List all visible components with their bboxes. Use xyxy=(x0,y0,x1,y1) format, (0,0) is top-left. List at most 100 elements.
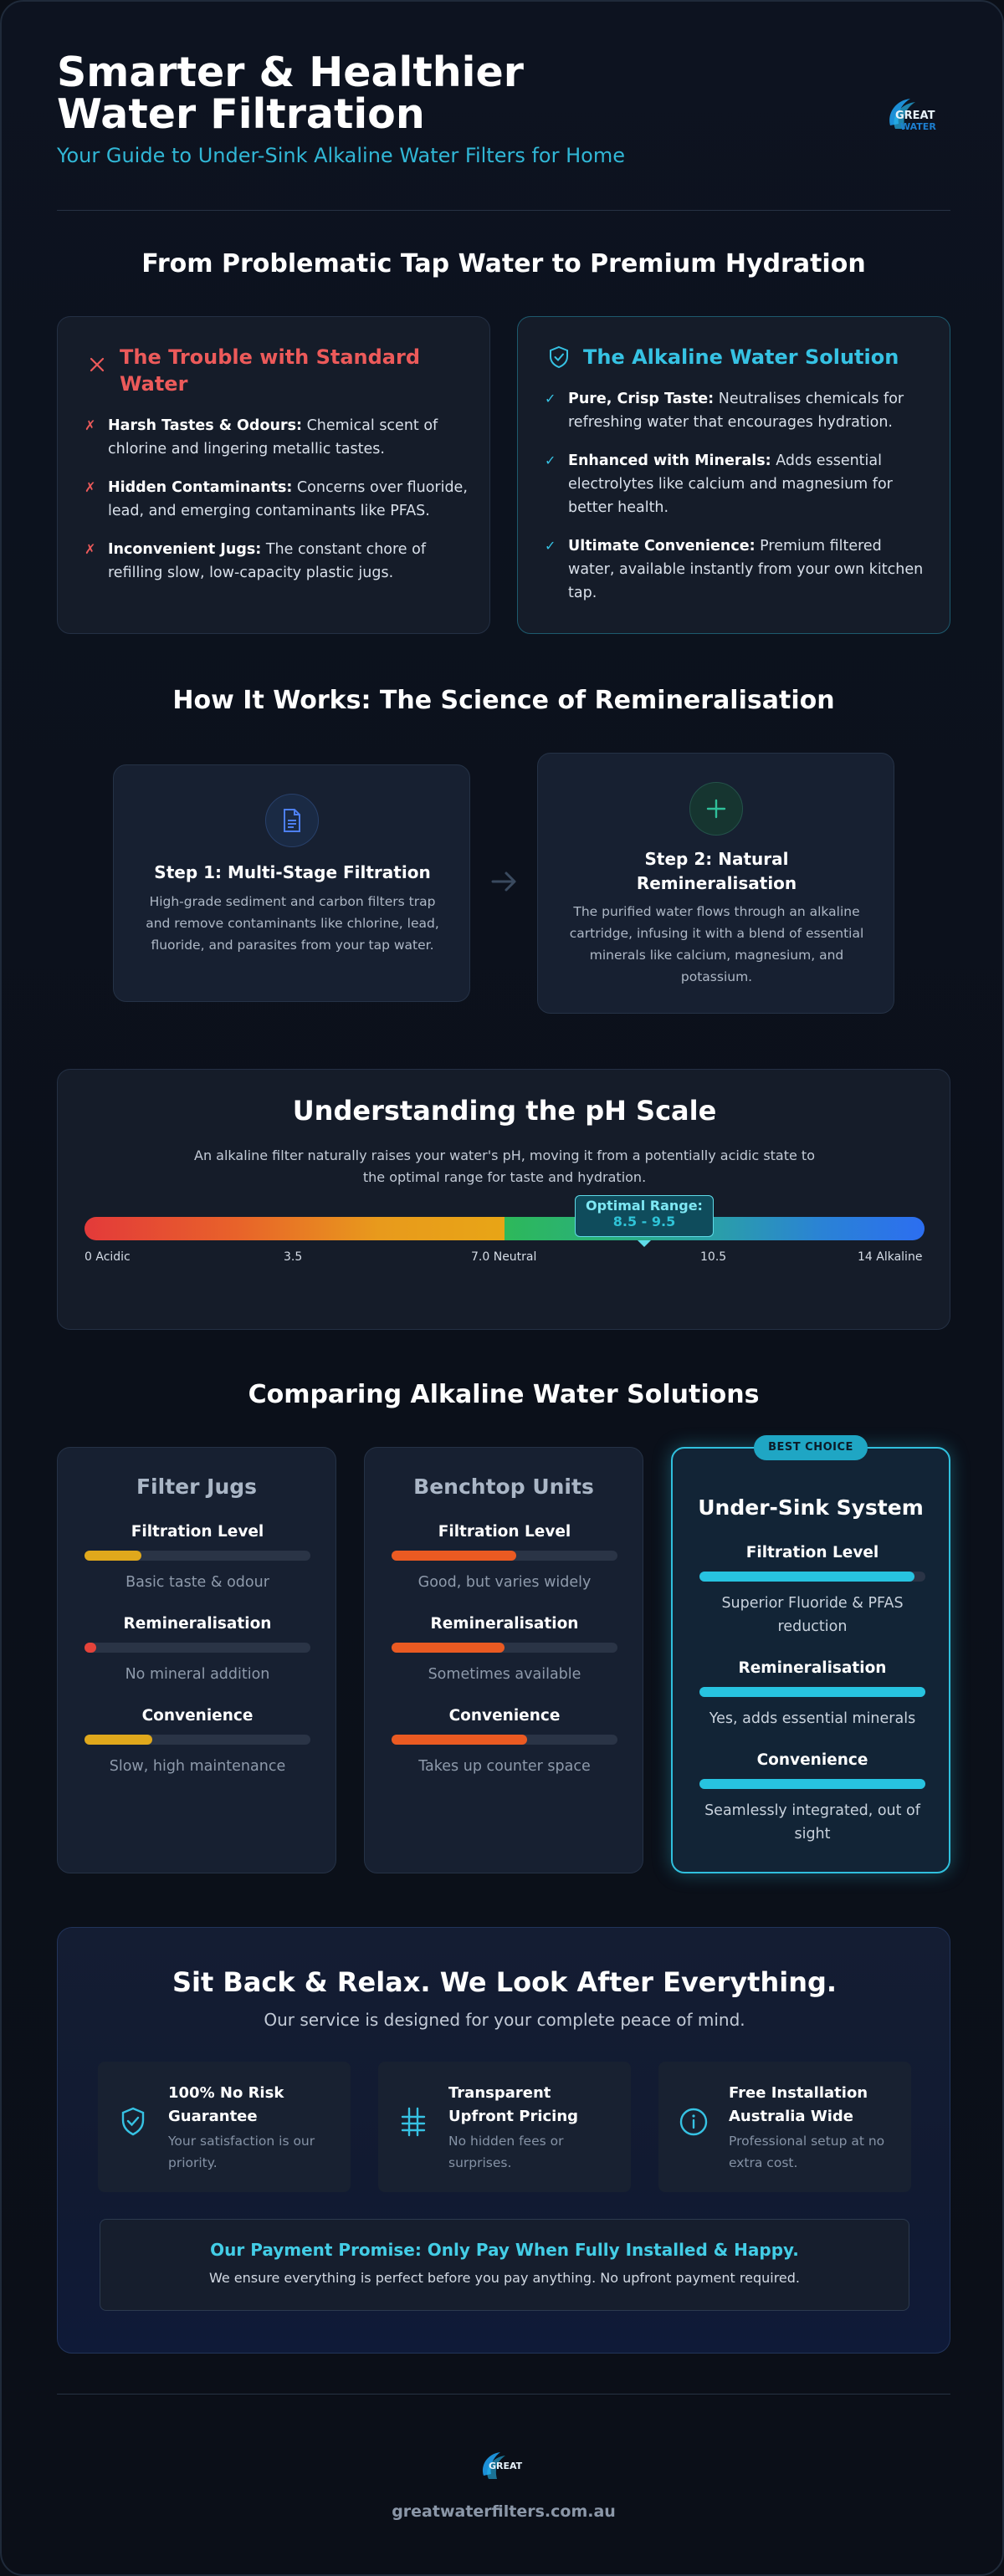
check-icon: ✓ xyxy=(545,538,556,554)
ph-title: Understanding the pH Scale xyxy=(292,1095,717,1127)
shield-check-icon xyxy=(121,2107,145,2136)
metric-track xyxy=(699,1572,925,1582)
metric-track xyxy=(392,1735,617,1745)
metric-note: Basic taste & odour xyxy=(126,1574,269,1591)
metric-note: No mineral addition xyxy=(125,1666,270,1683)
list-item: ✓ Pure, Crisp Taste: Neutralises chemica… xyxy=(545,387,930,434)
feature-title: 100% No Risk Guarantee xyxy=(168,2084,284,2125)
metric-fill xyxy=(699,1779,925,1789)
svg-text:GREAT: GREAT xyxy=(895,110,935,122)
metric-remineralisation: Remineralisation Sometimes available xyxy=(392,1615,617,1686)
metric-fill xyxy=(699,1572,914,1582)
metric-label: Remineralisation xyxy=(738,1659,887,1677)
metric-filtration: Filtration Level Good, but varies widely xyxy=(392,1523,617,1594)
info-icon xyxy=(679,2108,708,2136)
metric-note: Takes up counter space xyxy=(418,1758,591,1775)
metric-convenience: Convenience Seamlessly integrated, out o… xyxy=(699,1751,925,1846)
list-item: ✗ Harsh Tastes & Odours: Chemical scent … xyxy=(85,414,469,461)
solution-card: The Alkaline Water Solution ✓ Pure, Cris… xyxy=(517,316,950,634)
page-subtitle: Your Guide to Under-Sink Alkaline Water … xyxy=(57,144,625,167)
step-title: Step 1: Multi-Stage Filtration xyxy=(154,862,431,882)
list-item: ✗ Hidden Contaminants: Concerns over flu… xyxy=(85,476,469,523)
metric-label: Convenience xyxy=(448,1707,561,1725)
feature-title: Free Installation Australia Wide xyxy=(729,2084,868,2125)
product-name: Filter Jugs xyxy=(136,1475,258,1499)
product-name: Under-Sink System xyxy=(698,1495,924,1520)
ph-tick-label: 10.5 xyxy=(700,1250,727,1264)
metric-note: Yes, adds essential minerals xyxy=(709,1710,916,1727)
arrow-right-icon xyxy=(488,865,521,898)
cross-mark-icon: ✗ xyxy=(85,541,96,557)
footer-logo-text: GREAT xyxy=(489,2461,523,2471)
metric-note: Superior Fluoride & PFAS reduction xyxy=(721,1595,904,1635)
list-item: ✓ Enhanced with Minerals: Adds essential… xyxy=(545,449,930,519)
product-card-filter-jugs: Filter Jugs Filtration Level Basic taste… xyxy=(57,1447,336,1873)
optimal-range-value: 8.5 - 9.5 xyxy=(612,1214,676,1229)
step-description: High-grade sediment and carbon filters t… xyxy=(146,894,439,953)
feature-description: Your satisfaction is our priority. xyxy=(168,2134,315,2170)
metric-fill xyxy=(392,1643,505,1653)
metric-label: Convenience xyxy=(141,1707,254,1725)
range-pointer-icon xyxy=(638,1240,651,1247)
feature-card-pricing: Transparent Upfront Pricing No hidden fe… xyxy=(378,2062,631,2192)
trouble-title: The Trouble with Standard Water xyxy=(120,345,421,396)
page-title-line2: Water Filtration xyxy=(57,90,425,138)
check-icon: ✓ xyxy=(545,391,556,406)
ph-tick-label: 14 Alkaline xyxy=(858,1250,923,1264)
list-item: ✓ Ultimate Convenience: Premium filtered… xyxy=(545,534,930,605)
metric-label: Filtration Level xyxy=(745,1544,879,1561)
promise-title: Our Payment Promise: Only Pay When Fully… xyxy=(210,2240,799,2260)
metric-filtration: Filtration Level Superior Fluoride & PFA… xyxy=(699,1544,925,1638)
metric-label: Filtration Level xyxy=(438,1523,571,1541)
divider xyxy=(57,2394,950,2395)
cross-mark-icon: ✗ xyxy=(85,479,96,495)
brand-logo[interactable]: GREAT WATER xyxy=(882,92,952,135)
product-name: Benchtop Units xyxy=(413,1475,594,1499)
cross-mark-icon: ✗ xyxy=(85,417,96,433)
metric-remineralisation: Remineralisation No mineral addition xyxy=(85,1615,310,1686)
ph-description: An alkaline filter naturally raises your… xyxy=(194,1147,815,1185)
page-title-line1: Smarter & Healthier xyxy=(57,49,524,96)
solution-title: The Alkaline Water Solution xyxy=(583,345,899,369)
metric-note: Good, but varies widely xyxy=(417,1574,592,1591)
feature-description: Professional setup at no extra cost. xyxy=(729,2134,885,2170)
ph-gradient-bar xyxy=(85,1217,925,1240)
metric-label: Filtration Level xyxy=(131,1523,264,1541)
feature-title: Transparent Upfront Pricing xyxy=(448,2084,579,2125)
metric-label: Remineralisation xyxy=(430,1615,579,1633)
trouble-card: The Trouble with Standard Water ✗ Harsh … xyxy=(57,316,490,634)
water-drop-logo-icon: GREAT xyxy=(482,2452,523,2479)
step-card-remineralisation: Step 2: Natural Remineralisation The pur… xyxy=(537,753,894,1014)
metric-track xyxy=(699,1779,925,1789)
feature-card-guarantee: 100% No Risk Guarantee Your satisfaction… xyxy=(98,2062,351,2192)
step-title: Step 2: Natural Remineralisation xyxy=(636,849,797,893)
metric-convenience: Convenience Takes up counter space xyxy=(392,1707,617,1778)
footer-logo[interactable]: GREAT xyxy=(474,2444,534,2484)
divider xyxy=(57,210,950,211)
shield-check-icon xyxy=(550,345,568,369)
metric-label: Remineralisation xyxy=(123,1615,272,1633)
metric-note: Slow, high maintenance xyxy=(109,1758,286,1775)
metric-remineralisation: Remineralisation Yes, adds essential min… xyxy=(699,1659,925,1730)
document-icon xyxy=(265,794,319,847)
metric-track xyxy=(392,1551,617,1561)
check-icon: ✓ xyxy=(545,452,556,468)
metric-filtration: Filtration Level Basic taste & odour xyxy=(85,1523,310,1594)
ph-tick-label: 7.0 Neutral xyxy=(471,1250,537,1264)
metric-track xyxy=(85,1735,310,1745)
metric-track xyxy=(85,1551,310,1561)
metric-fill xyxy=(85,1551,141,1561)
x-icon xyxy=(90,357,105,372)
section-title-how-it-works: How It Works: The Science of Remineralis… xyxy=(172,686,835,715)
optimal-range-label: Optimal Range: xyxy=(586,1198,703,1214)
ph-tick-label: 0 Acidic xyxy=(85,1250,131,1264)
solution-list: ✓ Pure, Crisp Taste: Neutralises chemica… xyxy=(545,387,930,620)
service-title: Sit Back & Relax. We Look After Everythi… xyxy=(172,1966,838,1998)
footer-website-link[interactable]: greatwaterfilters.com.au xyxy=(392,2502,616,2521)
feature-card-installation: Free Installation Australia Wide Profess… xyxy=(658,2062,911,2192)
water-drop-logo-icon: GREAT WATER xyxy=(889,99,936,132)
plus-icon xyxy=(689,782,743,836)
metric-track xyxy=(699,1687,925,1697)
service-subtitle: Our service is designed for your complet… xyxy=(264,2010,745,2030)
